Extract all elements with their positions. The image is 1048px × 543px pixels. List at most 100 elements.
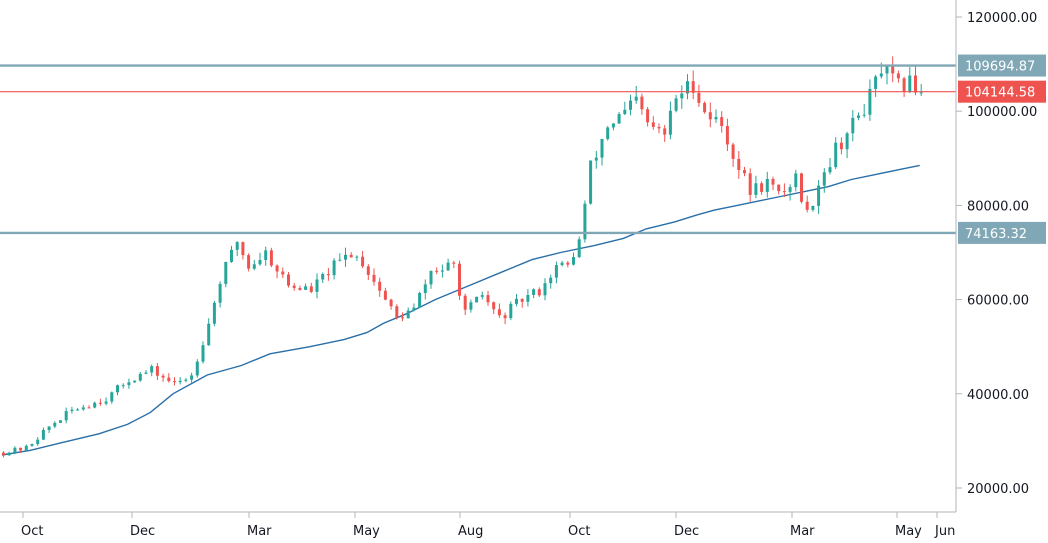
x-tick-label: Jun <box>934 524 955 539</box>
candle-body <box>304 286 308 290</box>
candle-body <box>344 254 347 260</box>
candle-body <box>87 407 91 409</box>
candle <box>235 241 239 257</box>
price-axis[interactable]: 120000.00 100000.00 80000.00 60000.00 40000.… <box>956 11 1037 497</box>
x-tick-label: Dec <box>130 524 155 539</box>
candle <box>349 252 353 258</box>
candle <box>355 255 359 262</box>
candle <box>543 278 547 301</box>
candle-body <box>908 75 912 92</box>
candle-body <box>2 452 5 456</box>
candle-body <box>98 402 102 404</box>
price-badges-layer: 109694.87 104144.58 74163.32 <box>958 54 1046 244</box>
y-tick-label: 40000.00 <box>967 388 1029 403</box>
candle <box>298 285 302 291</box>
candle <box>116 384 119 396</box>
candle-body <box>902 78 906 92</box>
candle <box>914 65 917 96</box>
candle-body <box>224 261 228 284</box>
candle <box>834 137 838 170</box>
price-badge-label: 109694.87 <box>965 60 1035 75</box>
candle-body <box>76 409 80 411</box>
candle-body <box>834 142 838 168</box>
candle <box>868 79 872 121</box>
candle <box>87 405 91 409</box>
candle-body <box>914 75 917 93</box>
candle-body <box>828 167 832 173</box>
candle <box>703 101 707 114</box>
candle <box>862 104 866 118</box>
candle-body <box>93 402 97 408</box>
candle <box>583 200 587 243</box>
candle-body <box>36 439 40 445</box>
candle-body <box>70 409 74 412</box>
candle-body <box>281 271 285 275</box>
candle <box>919 84 923 97</box>
candle <box>743 166 746 177</box>
candle-body <box>440 270 444 272</box>
candle-body <box>554 265 558 278</box>
candle <box>383 287 387 301</box>
candle <box>161 373 165 382</box>
candle <box>463 293 467 315</box>
candle-body <box>412 307 416 311</box>
candle <box>104 397 108 406</box>
candle-body <box>874 76 878 89</box>
candle <box>275 264 279 279</box>
candle-body <box>423 284 427 294</box>
candle-body <box>640 96 644 110</box>
candle-body <box>520 298 524 302</box>
candle-body <box>121 385 125 387</box>
candle-body <box>258 260 262 265</box>
candle <box>150 364 154 377</box>
x-tick-label: May <box>353 524 380 539</box>
candle <box>173 377 176 386</box>
candle <box>7 451 11 456</box>
price-badge: 109694.87 <box>958 54 1046 77</box>
candle-body <box>549 277 553 284</box>
candle-body <box>372 274 376 282</box>
candle-body <box>241 242 245 256</box>
candle <box>184 378 188 383</box>
candle-body <box>41 430 45 440</box>
candle-body <box>269 250 273 266</box>
candle <box>731 142 735 167</box>
candle <box>594 150 598 169</box>
x-tick-label: Oct <box>568 524 590 539</box>
candle <box>30 443 34 447</box>
candle-body <box>378 281 382 291</box>
x-tick-label: Aug <box>458 524 483 539</box>
candle-body <box>429 270 433 285</box>
candle-body <box>24 445 28 451</box>
candle-body <box>811 205 815 210</box>
x-tick-label: Dec <box>674 524 699 539</box>
candle <box>70 406 74 414</box>
candle <box>315 273 319 299</box>
candle-body <box>53 422 57 427</box>
candle <box>805 195 809 213</box>
price-badge-bg <box>958 54 1046 77</box>
candle-body <box>184 379 188 381</box>
candle-body <box>383 290 387 300</box>
candle <box>446 258 450 271</box>
candle <box>344 247 347 267</box>
price-badge-label: 74163.32 <box>965 227 1027 242</box>
candle <box>646 107 650 127</box>
candle-body <box>326 274 330 276</box>
time-axis[interactable]: Oct Dec Mar May Aug Oct Dec Mar May Jun <box>21 512 955 539</box>
candle <box>839 137 843 155</box>
candle <box>412 303 416 312</box>
candle <box>577 236 581 259</box>
candle <box>93 401 97 409</box>
candle-body <box>617 114 621 124</box>
candle-body <box>161 375 165 378</box>
candle <box>760 181 764 195</box>
candle-body <box>195 361 199 376</box>
candle-body <box>691 81 695 93</box>
candle <box>418 291 422 308</box>
candle <box>537 287 541 298</box>
candle <box>207 318 211 346</box>
candle-body <box>543 283 547 296</box>
candle-body <box>771 178 775 185</box>
candle <box>475 296 479 303</box>
